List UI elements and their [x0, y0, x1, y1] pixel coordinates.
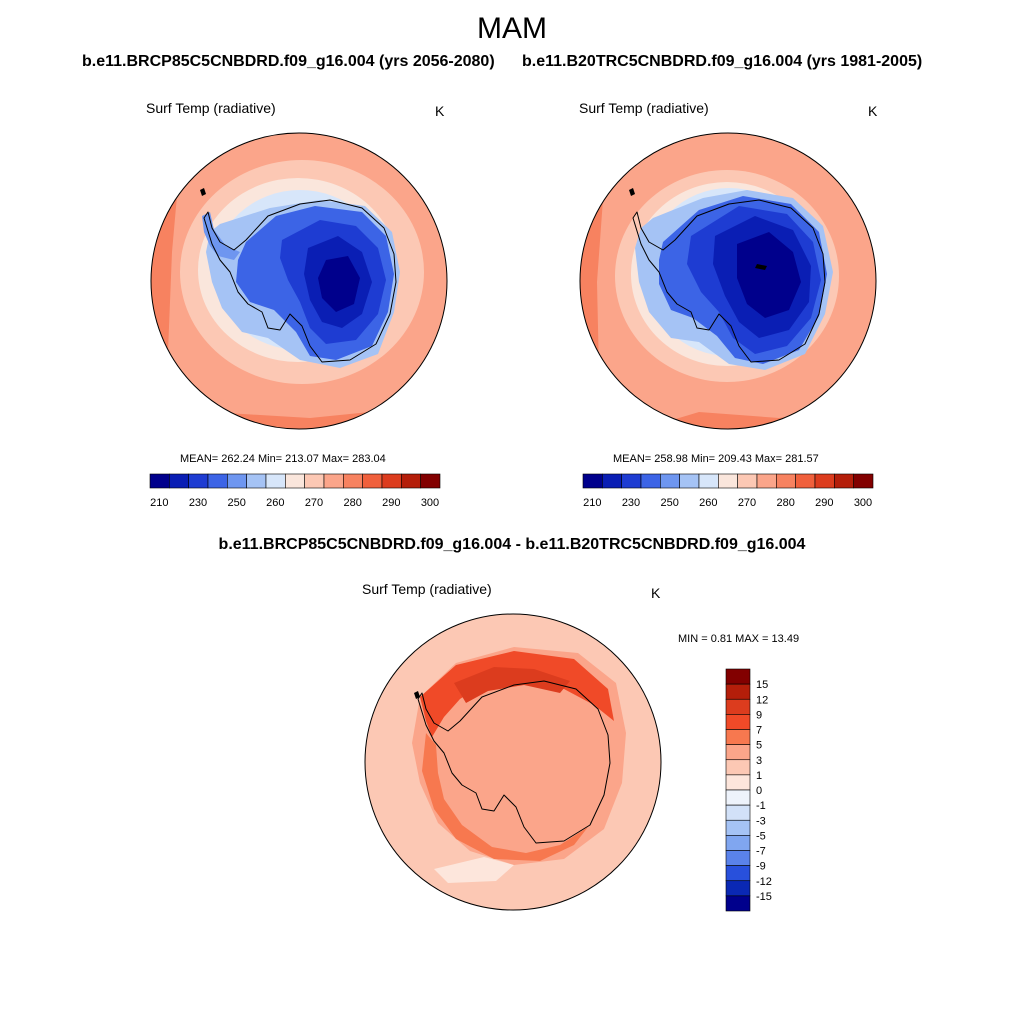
left-units-label: K [435, 103, 445, 119]
right-colorbar-tick-label: 260 [699, 497, 717, 509]
difference-colorbar-swatch [725, 774, 751, 791]
right-colorbar-swatch [718, 473, 738, 489]
difference-colorbar-swatch [725, 865, 751, 882]
difference-colorbar-tick-label: 3 [756, 755, 762, 767]
difference-colorbar-tick-label: 15 [756, 679, 768, 691]
difference-colorbar: 15 12 9 7 5 3 1 0 -1 -3 -5 -7 -9 -12 -15 [725, 668, 772, 912]
difference-colorbar-swatch [725, 880, 751, 897]
left-colorbar-tick-label: 210 [150, 497, 168, 509]
left-colorbar-tick-label: 230 [189, 497, 207, 509]
left-colorbar-swatch [246, 473, 267, 489]
left-colorbar-swatch [381, 473, 402, 489]
right-colorbar-swatch [737, 473, 758, 489]
difference-colorbar-tick-label: 5 [756, 740, 762, 752]
left-colorbar-swatch [401, 473, 421, 489]
difference-colorbar-swatch [725, 744, 751, 761]
difference-colorbar-tick-label: -5 [756, 830, 766, 842]
left-colorbar-swatch [343, 473, 363, 489]
page-title: MAM [477, 12, 547, 45]
difference-colorbar-tick-label: 1 [756, 770, 762, 782]
difference-colorbar-swatch [725, 683, 751, 700]
right-colorbar-swatch [640, 473, 661, 489]
diff-stats: MIN = 0.81 MAX = 13.49 [678, 633, 800, 645]
difference-polar-map [364, 613, 662, 911]
difference-colorbar-swatch [725, 804, 751, 821]
difference-colorbar-swatch [725, 850, 751, 866]
difference-colorbar-tick-label: 12 [756, 694, 768, 706]
left-colorbar-tick-label: 280 [343, 497, 361, 509]
left-colorbar-swatch [304, 473, 325, 489]
right-colorbar: 210 230 250 260 270 280 290 300 [582, 473, 874, 509]
right-units-label: K [868, 103, 878, 119]
diff-variable-label: Surf Temp (radiative) [362, 581, 492, 597]
right-colorbar-tick-label: 250 [660, 497, 678, 509]
left-colorbar-tick-label: 260 [266, 497, 284, 509]
left-colorbar-swatch [207, 473, 228, 489]
left-colorbar-swatch [285, 473, 305, 489]
left-colorbar: 210 230 250 260 270 280 290 300 [149, 473, 441, 509]
left-colorbar-swatch [188, 473, 209, 489]
right-colorbar-tick-label: 270 [738, 497, 756, 509]
right-colorbar-swatch [582, 473, 603, 489]
difference-colorbar-swatch [725, 835, 751, 851]
right-colorbar-tick-label: 280 [776, 497, 794, 509]
right-case-title: b.e11.B20TRC5CNBDRD.f09_g16.004 (yrs 198… [522, 53, 923, 70]
left-colorbar-swatch [227, 473, 247, 489]
left-colorbar-swatch [362, 473, 383, 489]
right-colorbar-tick-label: 290 [815, 497, 833, 509]
left-colorbar-swatch [420, 473, 441, 489]
right-colorbar-swatch [756, 473, 777, 489]
difference-colorbar-swatch [725, 759, 751, 776]
difference-colorbar-swatch [725, 895, 751, 912]
right-colorbar-swatch [660, 473, 680, 489]
difference-colorbar-tick-label: -3 [756, 815, 766, 827]
difference-colorbar-swatch [725, 668, 751, 685]
difference-colorbar-tick-label: -9 [756, 861, 766, 873]
difference-colorbar-swatch [725, 729, 751, 745]
right-colorbar-swatch [795, 473, 816, 489]
left-colorbar-swatch [149, 473, 170, 489]
right-colorbar-swatch [853, 473, 874, 489]
left-colorbar-tick-label: 270 [305, 497, 323, 509]
left-stats: MEAN= 262.24 Min= 213.07 Max= 283.04 [180, 453, 386, 465]
difference-colorbar-tick-label: 0 [756, 785, 762, 797]
diff-units-label: K [651, 585, 661, 601]
difference-colorbar-swatch [725, 698, 751, 715]
difference-colorbar-tick-label: -7 [756, 846, 766, 858]
left-colorbar-tick-label: 290 [382, 497, 400, 509]
left-variable-label: Surf Temp (radiative) [146, 100, 276, 116]
left-colorbar-swatch [265, 473, 286, 489]
difference-colorbar-swatch [725, 789, 751, 806]
right-colorbar-tick-label: 210 [583, 497, 601, 509]
right-polar-map [579, 132, 877, 430]
right-colorbar-swatch [698, 473, 719, 489]
right-stats: MEAN= 258.98 Min= 209.43 Max= 281.57 [613, 453, 819, 465]
difference-colorbar-tick-label: 9 [756, 709, 762, 721]
left-colorbar-tick-label: 300 [421, 497, 439, 509]
difference-colorbar-swatch [725, 819, 751, 836]
left-colorbar-tick-label: 250 [227, 497, 245, 509]
left-colorbar-swatch [169, 473, 189, 489]
right-colorbar-swatch [834, 473, 854, 489]
left-colorbar-swatch [323, 473, 344, 489]
left-case-title: b.e11.BRCP85C5CNBDRD.f09_g16.004 (yrs 20… [82, 53, 495, 70]
difference-colorbar-tick-label: -15 [756, 891, 772, 903]
right-colorbar-swatch [776, 473, 796, 489]
difference-colorbar-tick-label: 7 [756, 725, 762, 737]
difference-colorbar-swatch [725, 714, 751, 730]
difference-title: b.e11.BRCP85C5CNBDRD.f09_g16.004 - b.e11… [218, 536, 806, 553]
left-polar-map [150, 132, 448, 430]
right-colorbar-tick-label: 230 [622, 497, 640, 509]
right-colorbar-tick-label: 300 [854, 497, 872, 509]
right-colorbar-swatch [814, 473, 835, 489]
right-colorbar-swatch [621, 473, 642, 489]
difference-colorbar-tick-label: -1 [756, 800, 766, 812]
right-colorbar-swatch [602, 473, 622, 489]
right-variable-label: Surf Temp (radiative) [579, 100, 709, 116]
difference-colorbar-tick-label: -12 [756, 876, 772, 888]
right-colorbar-swatch [679, 473, 700, 489]
